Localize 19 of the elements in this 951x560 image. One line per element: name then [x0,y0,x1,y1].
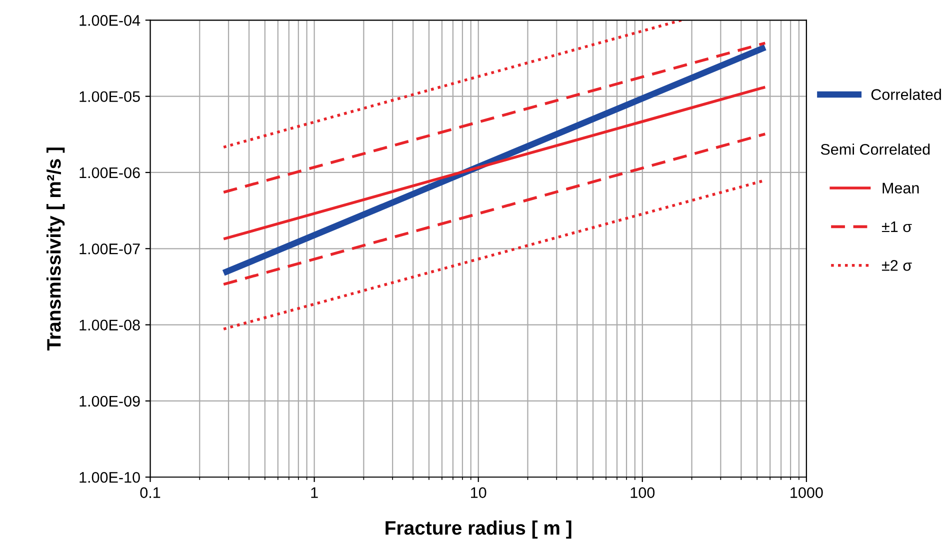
legend-label: ±2 σ [882,260,912,271]
y-tick-label: 1.00E-05 [80,91,140,102]
y-tick-label: 1.00E-10 [80,472,140,483]
legend-title: Semi Correlated [820,144,930,155]
y-tick-label: 1.00E-08 [80,320,140,330]
y-tick-label: 1.00E-09 [80,396,140,407]
legend-label: Mean [882,182,919,194]
x-tick-label: 10 [471,487,486,498]
x-axis-title: Fracture radius [ m ] [386,520,572,539]
y-axis-title: Transmissivity [ m²/s ] [46,148,65,351]
legend-label: Correlated [871,88,941,100]
x-tick-label: 1 [311,487,318,498]
y-tick-label: 1.00E-04 [80,15,140,26]
x-tick-label: 0.1 [140,487,160,498]
y-tick-label: 1.00E-06 [80,167,140,178]
y-tick-label: 1.00E-07 [80,244,140,254]
legend-label: ±1 σ [882,222,912,232]
x-tick-label: 1000 [790,487,823,498]
x-tick-label: 100 [630,487,655,498]
